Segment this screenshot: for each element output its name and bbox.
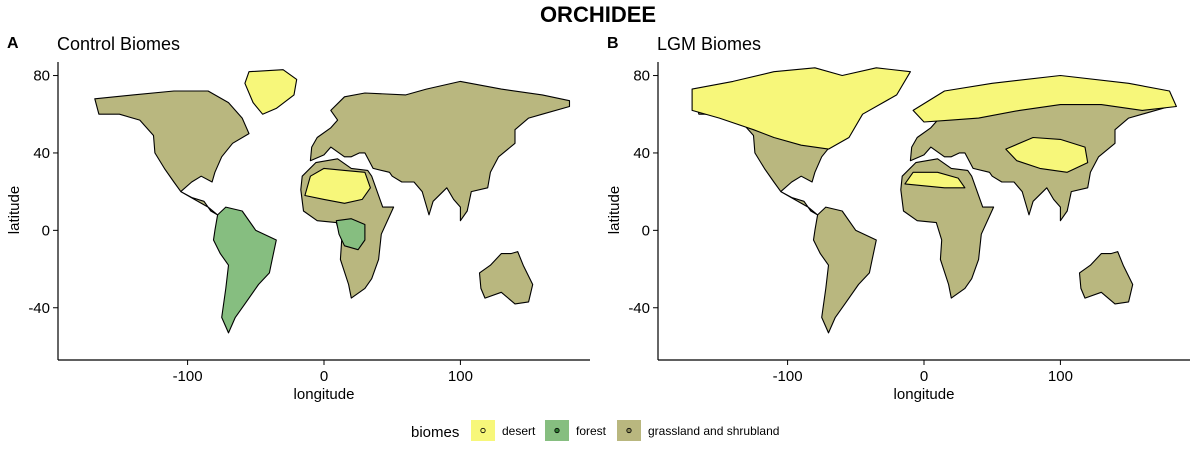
legend-label-desert: desert [502, 424, 536, 438]
panel-a-region-north-america [94, 90, 250, 216]
x-tick-label: -100 [173, 368, 203, 385]
panel-b-region-australia [1078, 251, 1134, 305]
y-tick-label: 0 [642, 222, 650, 239]
panel-a-region-central-africa [335, 218, 366, 251]
y-tick-label: 80 [633, 68, 650, 85]
x-tick-label: 0 [920, 368, 928, 385]
legend-title: biomes [411, 424, 459, 441]
legend-label-grassland: grassland and shrubland [648, 424, 779, 438]
x-tick-label: 100 [448, 368, 473, 385]
panel-b-region-africa [900, 158, 995, 299]
panel-a-region-europe-and-asia [309, 80, 571, 222]
panel-a-tag: A [7, 35, 19, 52]
panel-b-y-axis-label: latitude [606, 186, 623, 234]
y-tick-label: -40 [628, 300, 650, 317]
y-tick-label: 80 [33, 68, 50, 85]
panel-b-tag: B [607, 35, 619, 52]
panel-b-region-sahara [904, 171, 966, 189]
legend-key-desert: desert [471, 420, 536, 441]
x-tick-label: 0 [320, 368, 328, 385]
panel-a-region-australia [478, 251, 534, 305]
figure-title: ORCHIDEE [540, 2, 656, 27]
panel-a-x-axis-label: longitude [294, 386, 355, 403]
legend-key-grassland: grassland and shrubland [617, 420, 779, 441]
legend-key-forest: forest [545, 420, 607, 441]
panel-a-map [94, 69, 571, 334]
panel-b-region-northern-eurasia [912, 74, 1177, 123]
panel-a: A Control Biomes -100 0 100 -40 0 40 80 longit… [6, 34, 590, 403]
x-tick-label: -100 [773, 368, 803, 385]
panel-b-region-north-american-ice-sheet [691, 67, 911, 150]
y-tick-label: 0 [42, 222, 50, 239]
legend: biomes desert forest grassland and shrub… [411, 420, 779, 441]
panel-b-axes: -100 0 100 -40 0 40 80 [628, 62, 1190, 385]
panel-a-region-south-america [212, 206, 277, 334]
panel-b-map [691, 67, 1177, 334]
panel-b-region-central-asia [1005, 136, 1089, 173]
panel-a-axes: -100 0 100 -40 0 40 80 [28, 62, 590, 385]
legend-label-forest: forest [576, 424, 607, 438]
panel-b-x-axis-label: longitude [894, 386, 955, 403]
y-tick-label: 40 [33, 145, 50, 162]
panel-a-subtitle: Control Biomes [57, 34, 180, 54]
x-tick-label: 100 [1048, 368, 1073, 385]
panel-b-region-south-america [812, 206, 877, 334]
y-tick-label: 40 [633, 145, 650, 162]
panel-a-region-sahara [304, 167, 371, 204]
panel-a-y-axis-label: latitude [6, 186, 23, 234]
panel-b-subtitle: LGM Biomes [657, 34, 761, 54]
panel-a-region-greenland [244, 69, 298, 115]
y-tick-label: -40 [28, 300, 50, 317]
